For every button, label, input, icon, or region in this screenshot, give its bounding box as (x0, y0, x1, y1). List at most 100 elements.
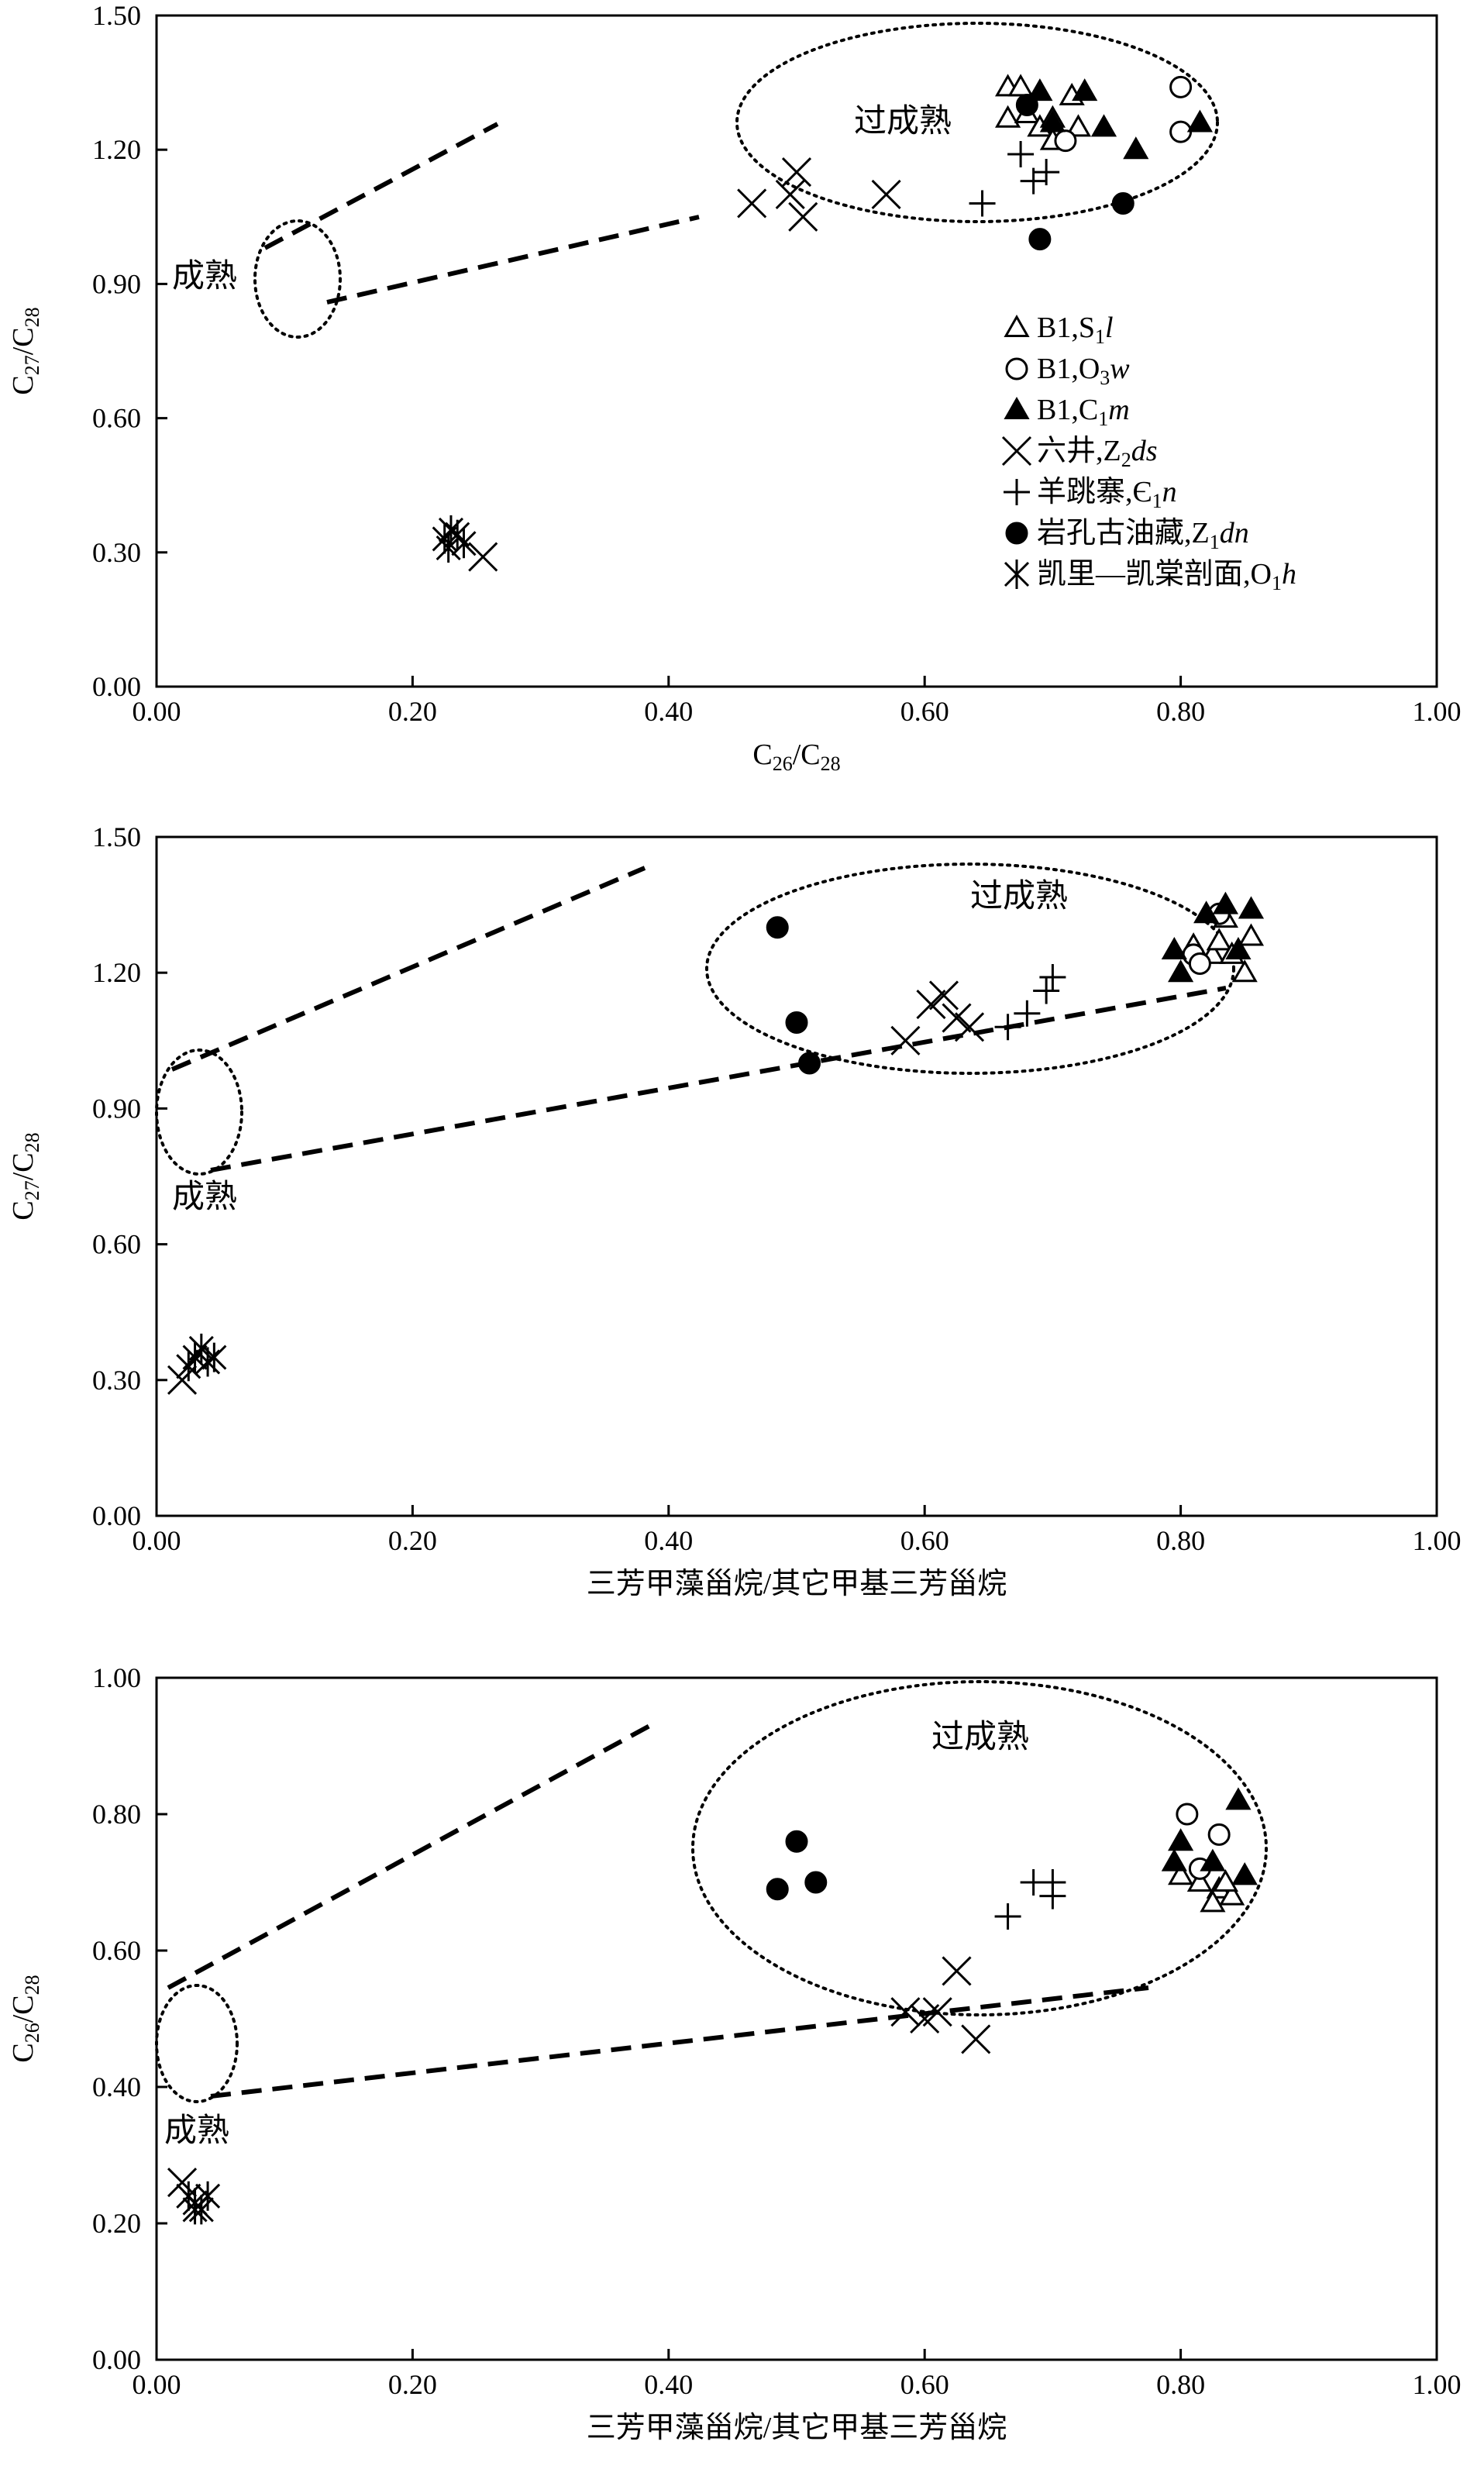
point-triangle-legend-2 (1004, 396, 1030, 419)
y-tick-label: 0.90 (92, 268, 141, 299)
point-circle-0 (1015, 93, 1038, 116)
x-tick-label: 0.80 (1156, 696, 1205, 727)
y-tick-label: 1.50 (92, 0, 141, 31)
x-axis-title: 三芳甲藻甾烷/其它甲基三芳甾烷 (587, 1568, 1007, 1600)
series-b1_c1m (1027, 78, 1213, 160)
connector-dash-1 (170, 866, 646, 1072)
series-yangtiaozhai (994, 964, 1066, 1041)
series-kaili (432, 515, 477, 563)
point-x-0 (890, 1997, 921, 2027)
mature-label: 成熟 (164, 2113, 229, 2149)
x-tick-label: 0.20 (388, 696, 437, 727)
y-tick-label: 0.30 (92, 1365, 141, 1396)
point-triangle-4 (1212, 1868, 1239, 1892)
y-tick-label: 0.00 (92, 2344, 141, 2375)
point-triangle-2 (1206, 928, 1232, 951)
series-yangtiaozhai (969, 140, 1060, 217)
legend-entry-b1_c1m: B1,C1m (1037, 394, 1130, 430)
x-axis-title: 三芳甲藻甾烷/其它甲基三芳甾烷 (587, 2412, 1007, 2444)
mature-zone (155, 1049, 243, 1176)
point-plus-0 (969, 190, 996, 217)
legend-entry-b1_o3w: B1,O3w (1037, 353, 1130, 389)
point-asterisk-4 (182, 2195, 208, 2225)
y-tick-label: 0.80 (92, 1799, 141, 1830)
series-yankonggu (766, 916, 821, 1075)
x-axis-title: C26/C28 (752, 739, 840, 775)
series-b1_c1m (1161, 1787, 1258, 1885)
mature-zone (155, 1984, 239, 2103)
series-liujing (468, 157, 901, 572)
point-triangle-2 (994, 105, 1021, 128)
point-triangle-2 (1193, 900, 1220, 924)
x-tick-label: 1.00 (1413, 1525, 1462, 1556)
legend-entry-yankonggu: 岩孔古油藏,Z1dn (1037, 517, 1249, 553)
point-circle-0 (1176, 1803, 1199, 1826)
point-circle-2 (1169, 75, 1193, 98)
point-circle-2 (1207, 1823, 1231, 1846)
x-tick-label: 0.00 (133, 2369, 181, 2400)
overmature-zone (735, 22, 1219, 223)
mature-label: 成熟 (172, 1179, 237, 1215)
point-x-2 (775, 179, 805, 209)
point-x-1 (781, 157, 812, 188)
point-x-4 (954, 1012, 985, 1042)
point-asterisk-4 (176, 1352, 201, 1382)
point-plus-0 (994, 1903, 1021, 1930)
point-plus-3 (1039, 964, 1066, 991)
point-triangle-6 (1238, 923, 1265, 946)
connector-dash-2 (210, 1985, 1149, 2099)
overmature-label: 过成熟 (931, 1720, 1029, 1755)
chart-panel-3: 0.00 0.20 0.40 0.60 0.80 1.00 0.00 0.20 0.40 0.60… (7, 1662, 1462, 2444)
point-triangle-5 (1238, 896, 1265, 919)
point-triangle-0 (1027, 78, 1053, 102)
x-tick-label: 0.00 (133, 1525, 181, 1556)
point-triangle-0 (1161, 936, 1187, 959)
y-tick-label: 1.20 (92, 957, 141, 988)
point-triangle-3 (1123, 136, 1149, 160)
point-plus-1 (1007, 140, 1035, 167)
y-tick-label: 0.90 (92, 1093, 141, 1124)
point-x-3 (942, 1003, 972, 1033)
point-circle-2 (804, 1871, 828, 1894)
series-b1_s1l (994, 74, 1092, 150)
y-tick-label: 0.00 (92, 1500, 141, 1531)
x-tick-label: 0.60 (900, 1525, 949, 1556)
connector-dash-1 (167, 1722, 654, 1990)
point-asterisk-1 (188, 1333, 214, 1363)
point-triangle-1 (1168, 1828, 1194, 1851)
y-tick-label: 0.60 (92, 403, 141, 434)
connector-dash-1 (263, 122, 499, 250)
point-triangle-4 (1231, 1862, 1258, 1885)
y-tick-label: 0.30 (92, 537, 141, 568)
y-axis-title: C27/C28 (7, 307, 43, 394)
x-tick-label: 0.40 (644, 1525, 693, 1556)
x-tick-label: 0.40 (644, 2369, 693, 2400)
point-plus-3 (1020, 167, 1047, 195)
series-yangtiaozhai (994, 1869, 1066, 1930)
point-triangle-6 (1200, 1889, 1226, 1913)
point-x-3 (942, 1956, 972, 1986)
point-triangle-3 (1225, 1787, 1252, 1810)
mature-label: 成熟 (172, 259, 237, 294)
point-circle-2 (798, 1052, 821, 1075)
legend-entry-kaili: 凯里—凯棠剖面,O1h (1037, 558, 1296, 594)
overmature-label: 过成熟 (854, 104, 952, 139)
point-triangle-5 (1231, 959, 1258, 983)
point-triangle-2 (1090, 114, 1117, 137)
point-x-2 (922, 1997, 952, 2027)
point-asterisk-4 (436, 533, 461, 563)
x-tick-label: 0.60 (900, 2369, 949, 2400)
y-tick-label: 0.60 (92, 1935, 141, 1966)
mature-zone (253, 219, 342, 339)
point-triangle-6 (1065, 114, 1092, 137)
point-asterisk-3 (451, 529, 477, 559)
point-triangle-legend-0 (1004, 314, 1030, 337)
point-plus-1 (1014, 1000, 1041, 1027)
plot-frame (155, 14, 1438, 688)
point-triangle-3 (1219, 1882, 1245, 1906)
point-triangle-2 (1200, 1848, 1226, 1872)
point-circle-legend-5 (1005, 522, 1028, 545)
x-tick-label: 1.00 (1413, 2369, 1462, 2400)
point-triangle-1 (1186, 1868, 1213, 1892)
